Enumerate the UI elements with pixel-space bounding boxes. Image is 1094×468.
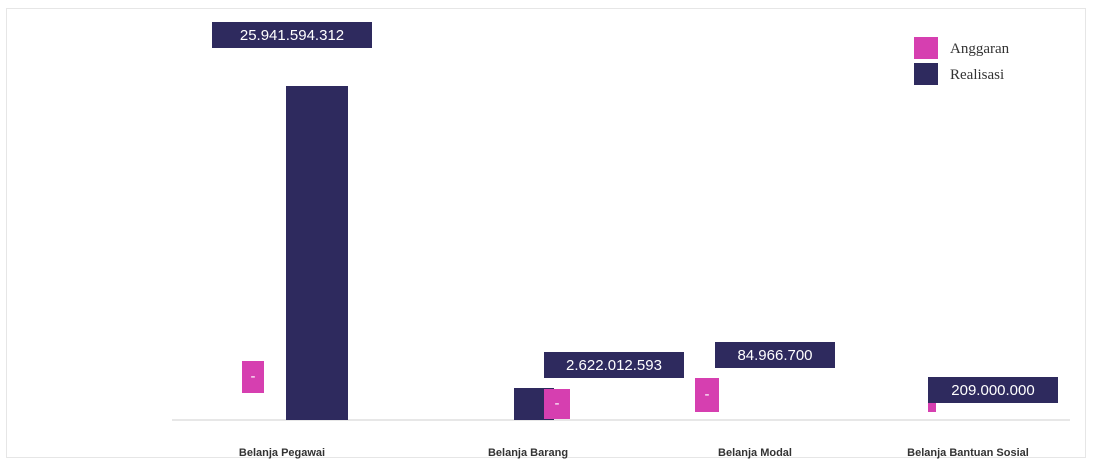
data-label-realisasi-belanja-modal: 84.966.700 bbox=[737, 347, 812, 364]
data-label-anggaran-belanja-modal: - bbox=[705, 386, 710, 403]
bar-anggaran-belanja-pegawai bbox=[242, 361, 264, 393]
chart-frame bbox=[6, 8, 1086, 458]
legend-swatch-anggaran bbox=[914, 37, 938, 59]
data-label-anggaran-belanja-pegawai: - bbox=[251, 368, 256, 385]
data-label-realisasi-belanja-pegawai: 25.941.594.312 bbox=[240, 27, 344, 44]
bar-anggaran-belanja-modal bbox=[695, 378, 719, 412]
x-tick-belanja-barang: Belanja Barang bbox=[488, 447, 568, 459]
chart-marks: - 25.941.594.312 - 2.622.012.593 - 84.966.700… bbox=[212, 22, 1058, 420]
legend: Anggaran Realisasi bbox=[914, 37, 1010, 85]
bar-realisasi-belanja-pegawai bbox=[286, 86, 348, 420]
data-label-realisasi-belanja-barang: 2.622.012.593 bbox=[566, 357, 662, 374]
data-label-realisasi-belanja-bantuan-sosial: 209.000.000 bbox=[951, 382, 1034, 399]
data-label-box-realisasi-belanja-modal bbox=[715, 342, 835, 368]
legend-label-anggaran: Anggaran bbox=[950, 41, 1010, 57]
data-label-anggaran-belanja-barang: - bbox=[555, 395, 560, 412]
data-label-box-realisasi-belanja-barang bbox=[544, 352, 684, 378]
data-label-box-realisasi-belanja-bantuan-sosial bbox=[928, 377, 1058, 403]
bar-anggaran-belanja-barang bbox=[544, 389, 570, 419]
x-tick-belanja-modal: Belanja Modal bbox=[718, 447, 792, 459]
legend-swatch-realisasi bbox=[914, 63, 938, 85]
x-tick-labels: Belanja Pegawai Belanja Barang Belanja Mod… bbox=[239, 447, 1029, 459]
x-tick-belanja-pegawai: Belanja Pegawai bbox=[239, 447, 325, 459]
data-label-box-realisasi-belanja-pegawai bbox=[212, 22, 372, 48]
legend-label-realisasi: Realisasi bbox=[950, 67, 1004, 83]
x-tick-belanja-bantuan-sosial: Belanja Bantuan Sosial bbox=[907, 447, 1029, 459]
